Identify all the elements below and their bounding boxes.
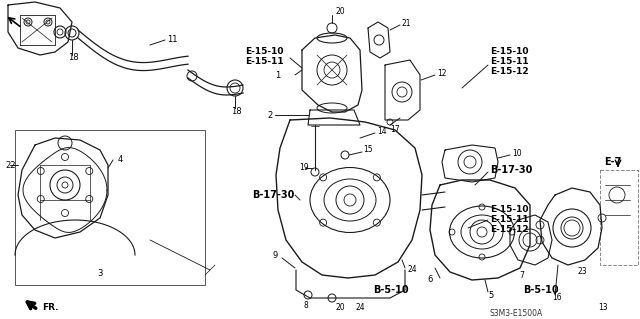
Text: FR.: FR. [42,303,58,313]
Text: 12: 12 [437,69,447,78]
Bar [15,130,205,285]
Text: 18: 18 [231,108,242,116]
Text: 5: 5 [488,291,493,300]
Text: 6: 6 [428,276,433,285]
Text: 24: 24 [355,303,365,313]
Text: 22: 22 [5,160,15,169]
Text: 19: 19 [299,164,308,173]
Bar [600,170,638,265]
Text: 16: 16 [552,293,562,302]
Text: 1: 1 [275,70,280,79]
Text: 4: 4 [118,155,124,165]
Text: 9: 9 [273,250,278,259]
Text: 2: 2 [268,110,273,120]
Text: B-17-30: B-17-30 [252,190,294,200]
Text: B-5-10: B-5-10 [523,285,559,295]
Text: 14: 14 [377,127,387,136]
Text: B-17-30: B-17-30 [490,165,532,175]
Text: 8: 8 [304,301,308,310]
Text: 15: 15 [363,145,372,154]
Text: 21: 21 [402,19,412,28]
Text: 17: 17 [390,125,399,135]
Text: 11: 11 [167,34,177,43]
Text: E-15-11: E-15-11 [490,57,529,66]
Text: E-15-12: E-15-12 [490,68,529,77]
Text: 7: 7 [519,271,524,279]
Text: 20: 20 [335,8,344,17]
Text: E-15-10: E-15-10 [245,48,284,56]
Text: E-15-12: E-15-12 [490,226,529,234]
Text: 13: 13 [598,303,607,313]
Text: 24: 24 [408,265,418,275]
Text: E-7: E-7 [604,157,621,167]
Text: S3M3-E1500A: S3M3-E1500A [490,308,543,317]
Text: 3: 3 [97,270,102,278]
Text: 10: 10 [512,149,522,158]
Text: E-15-10: E-15-10 [490,48,529,56]
Text: 20: 20 [335,303,344,313]
Text: 18: 18 [68,54,79,63]
Text: E-15-10: E-15-10 [490,205,529,214]
Text: B-5-10: B-5-10 [373,285,408,295]
Text: 23: 23 [578,268,588,277]
Text: E-15-11: E-15-11 [245,57,284,66]
Text: E-15-11: E-15-11 [490,216,529,225]
